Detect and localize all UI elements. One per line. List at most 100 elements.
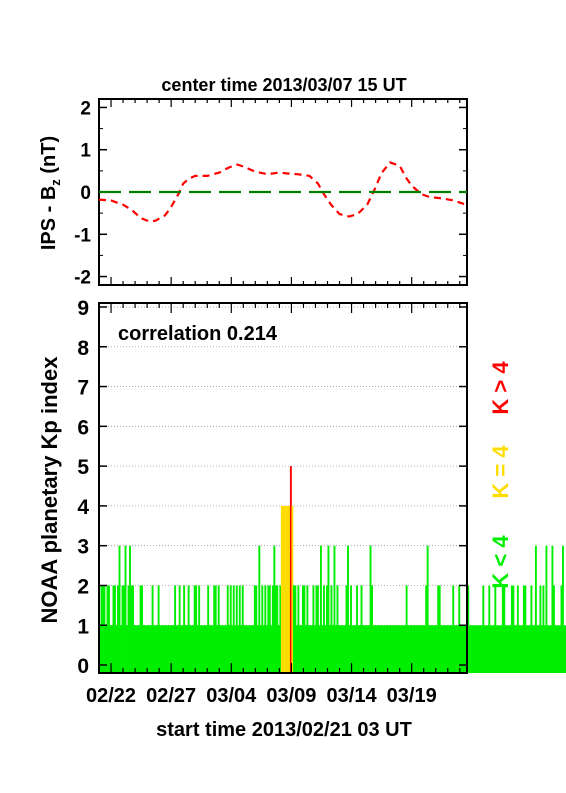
kp-bar xyxy=(295,625,298,673)
kp-bar xyxy=(497,625,500,673)
kp-bar xyxy=(381,625,384,673)
kp-bar xyxy=(384,625,387,673)
kp-bar xyxy=(432,625,435,673)
kp-bar xyxy=(377,625,379,673)
kp-bar xyxy=(359,625,361,673)
kp-bar xyxy=(178,585,181,673)
kp-bar xyxy=(411,625,414,673)
kp-bar xyxy=(426,545,429,673)
kp-bar xyxy=(141,585,143,673)
kp-bar xyxy=(114,585,116,673)
kp-bar xyxy=(492,625,495,673)
legend-label: K = 4 xyxy=(488,445,513,499)
kp-bar xyxy=(507,625,510,673)
kp-bar xyxy=(214,585,217,673)
kp-bar xyxy=(543,625,546,673)
kp-bar xyxy=(363,625,366,673)
kp-bar xyxy=(560,585,563,673)
ips-bz-panel: -2 -1 0 1 2 xyxy=(74,98,468,289)
legend-label: K > 4 xyxy=(488,361,513,415)
kp-bar xyxy=(174,585,177,673)
kp-bar xyxy=(330,585,333,673)
top-ytick-label: -1 xyxy=(74,225,91,246)
kp-bar xyxy=(392,625,395,673)
kp-bar xyxy=(348,625,351,673)
kp-bar xyxy=(298,625,301,673)
kp-bar xyxy=(105,625,107,673)
kp-bar xyxy=(237,625,240,673)
kp-bar xyxy=(458,585,461,673)
kp-bar xyxy=(410,625,413,673)
kp-bar xyxy=(175,625,178,673)
kp-bar xyxy=(259,625,262,673)
kp-bar xyxy=(521,625,524,673)
kp-bar xyxy=(118,545,121,673)
kp-bar xyxy=(226,585,229,673)
kp-bar xyxy=(554,625,557,673)
kp-bar xyxy=(360,585,363,673)
kp-bar xyxy=(171,625,174,673)
kp-bar xyxy=(351,625,354,673)
kp-bar xyxy=(106,585,109,673)
kp-bar xyxy=(434,625,437,673)
bottom-plot-frame xyxy=(98,302,468,674)
kp-bar xyxy=(552,585,555,673)
kp-bar xyxy=(435,625,438,673)
kp-bar xyxy=(422,625,425,673)
kp-bar xyxy=(438,585,441,673)
kp-bar xyxy=(510,585,513,673)
kp-bar xyxy=(353,625,355,673)
kp-bar xyxy=(315,585,318,673)
kp-xtick-label: 02/22 xyxy=(86,685,136,707)
kp-bar xyxy=(489,625,492,673)
kp-bar xyxy=(271,585,274,673)
kp-bar xyxy=(306,585,309,673)
kp-bar xyxy=(262,625,265,673)
kp-bar xyxy=(537,625,540,673)
kp-bar xyxy=(135,625,137,673)
legend-label: K < 4 xyxy=(488,535,513,589)
kp-bar xyxy=(264,585,267,673)
kp-bar xyxy=(344,625,346,673)
kp-bar xyxy=(240,625,243,673)
top-panel-ylabel: IPS - Bz (nT) xyxy=(38,136,63,250)
kp-bar xyxy=(267,585,270,673)
kp-bar xyxy=(335,625,337,673)
kp-bar xyxy=(557,625,560,673)
kp-bar xyxy=(425,585,428,673)
kp-bar xyxy=(443,625,446,673)
kp-bar xyxy=(303,585,306,673)
kp-xtick-label: 03/04 xyxy=(206,685,257,707)
kp-bar xyxy=(542,585,545,673)
kp-bar xyxy=(307,625,310,673)
kp-bar xyxy=(440,625,443,673)
kp-bar xyxy=(280,505,283,673)
kp-bar xyxy=(341,625,343,673)
kp-bar xyxy=(347,545,349,673)
kp-bar xyxy=(441,625,444,673)
kp-bar xyxy=(285,505,288,673)
kp-bar xyxy=(300,625,303,673)
kp-bar xyxy=(100,585,103,673)
kp-bar xyxy=(444,625,447,673)
kp-bar xyxy=(452,585,455,673)
kp-bar xyxy=(407,625,410,673)
kp-bar xyxy=(354,625,357,673)
kp-bar xyxy=(309,625,312,673)
kp-ytick-label: 3 xyxy=(77,536,89,559)
kp-xtick-label: 03/09 xyxy=(266,685,316,707)
kp-bar xyxy=(329,625,331,673)
kp-bar xyxy=(205,625,208,673)
kp-bar xyxy=(477,625,480,673)
kp-bar xyxy=(316,585,319,673)
kp-bar xyxy=(148,625,151,673)
kp-bar xyxy=(156,625,159,673)
kp-bar xyxy=(527,625,530,673)
kp-bar xyxy=(109,625,112,673)
kp-bar xyxy=(485,625,488,673)
kp-ytick-label: 4 xyxy=(77,496,89,519)
kp-bar xyxy=(531,625,534,673)
kp-bar xyxy=(159,625,162,673)
kp-bar xyxy=(395,625,398,673)
